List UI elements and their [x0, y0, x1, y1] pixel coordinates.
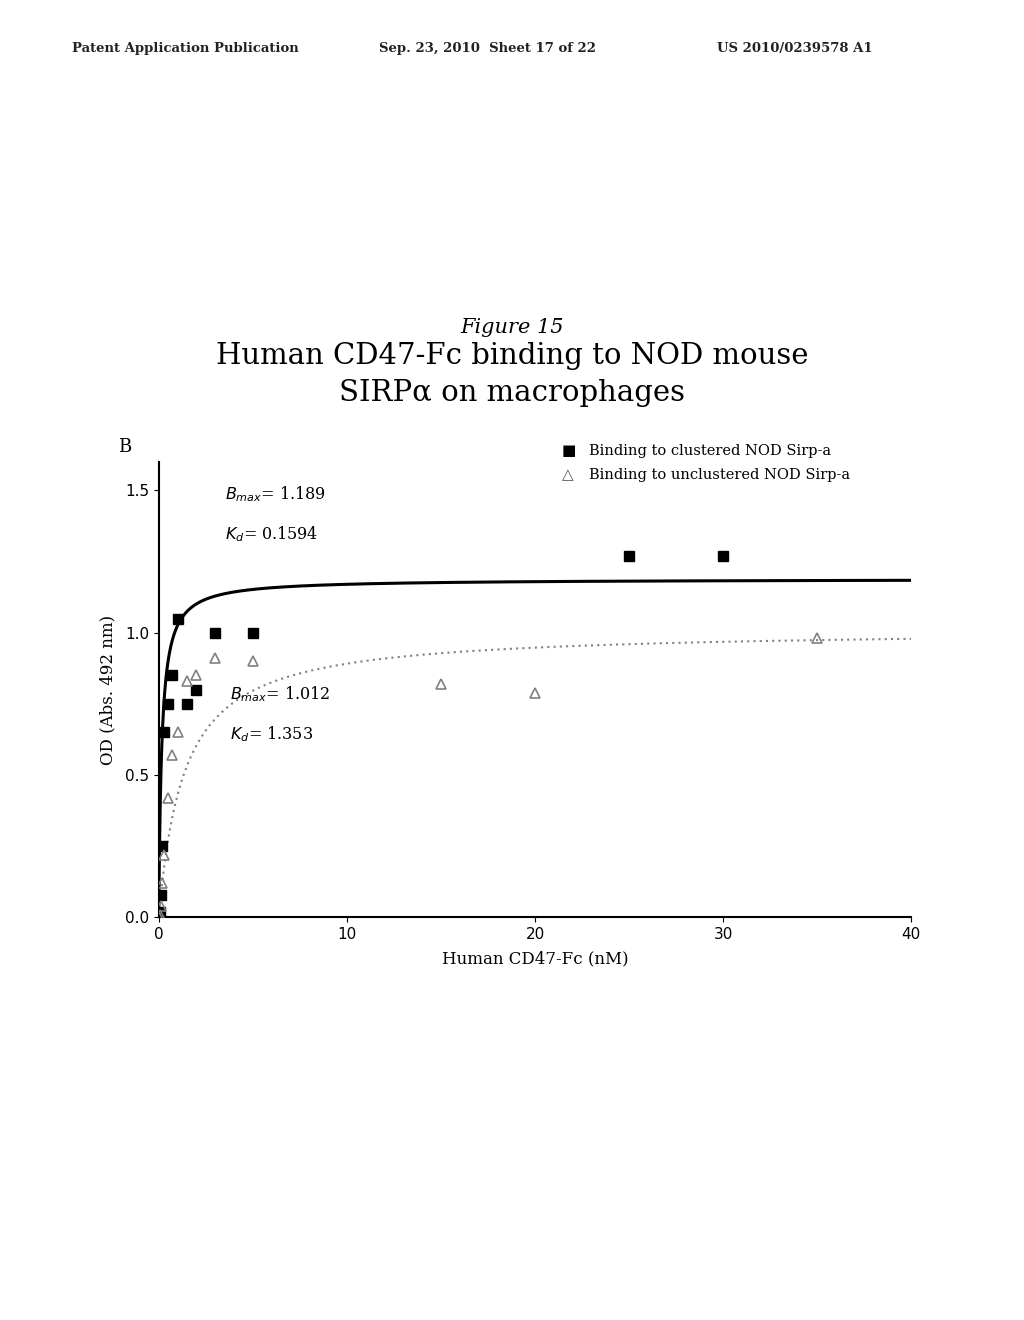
Text: Human CD47-Fc binding to NOD mouse: Human CD47-Fc binding to NOD mouse: [216, 342, 808, 370]
Y-axis label: OD (Abs. 492 nm): OD (Abs. 492 nm): [99, 615, 117, 764]
Text: Sep. 23, 2010  Sheet 17 of 22: Sep. 23, 2010 Sheet 17 of 22: [379, 42, 596, 55]
Text: $B_{max}$= 1.189: $B_{max}$= 1.189: [224, 484, 326, 504]
Text: $K_d$= 1.353: $K_d$= 1.353: [230, 723, 313, 743]
Text: US 2010/0239578 A1: US 2010/0239578 A1: [717, 42, 872, 55]
Text: $K_d$= 0.1594: $K_d$= 0.1594: [224, 524, 317, 544]
Text: ■: ■: [561, 445, 575, 458]
Text: B: B: [118, 438, 131, 457]
Text: $B_{max}$= 1.012: $B_{max}$= 1.012: [230, 684, 331, 704]
Text: Binding to unclustered NOD Sirp-a: Binding to unclustered NOD Sirp-a: [589, 469, 850, 482]
Text: SIRPα on macrophages: SIRPα on macrophages: [339, 379, 685, 407]
Text: Figure 15: Figure 15: [460, 318, 564, 337]
Text: Binding to clustered NOD Sirp-a: Binding to clustered NOD Sirp-a: [589, 445, 830, 458]
Text: Patent Application Publication: Patent Application Publication: [72, 42, 298, 55]
Text: △: △: [562, 469, 574, 482]
X-axis label: Human CD47-Fc (nM): Human CD47-Fc (nM): [441, 950, 629, 968]
